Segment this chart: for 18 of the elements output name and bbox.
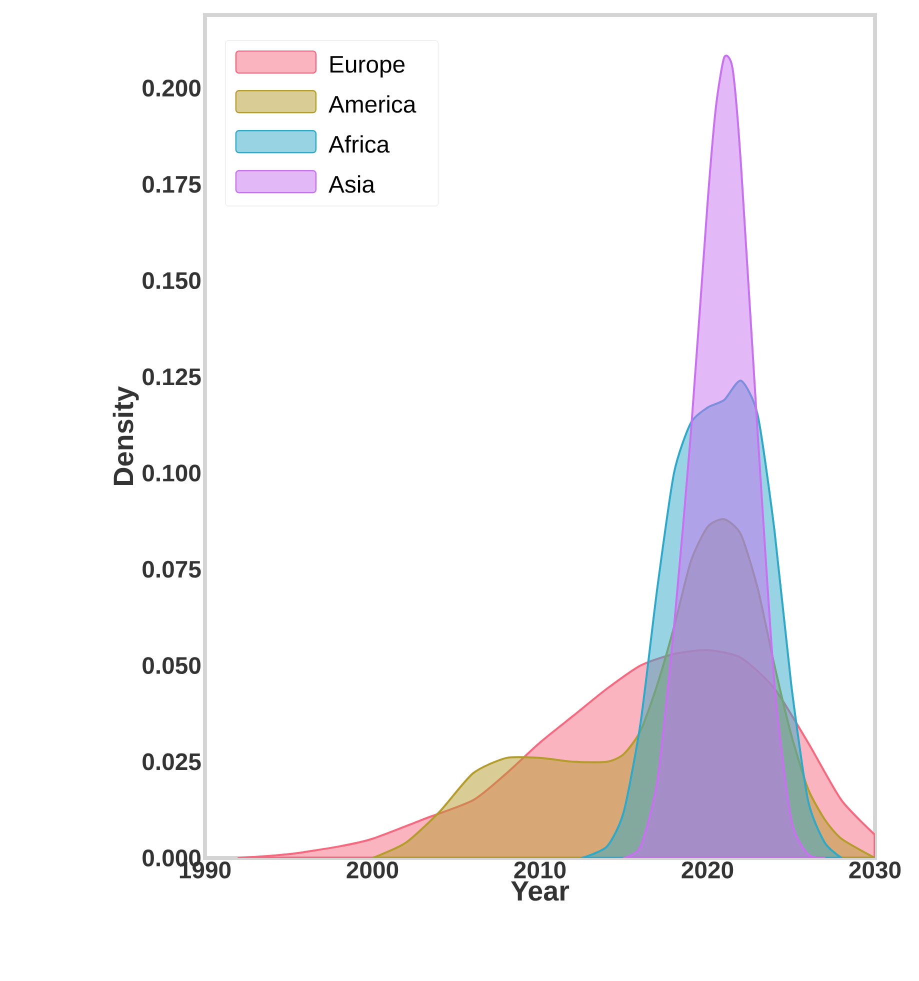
legend-label: Africa bbox=[328, 135, 390, 153]
y-tick-label: 0.050 bbox=[142, 657, 200, 674]
x-tick-label: 2010 bbox=[514, 862, 566, 878]
x-tick-label: 2020 bbox=[682, 862, 734, 878]
x-tick-label: 2000 bbox=[346, 862, 398, 878]
y-tick-label: 0.100 bbox=[142, 464, 200, 482]
y-tick-label: 0.200 bbox=[142, 80, 200, 97]
y-tick-label: 0.075 bbox=[142, 560, 201, 578]
legend-label: Asia bbox=[328, 175, 376, 193]
y-tick-label: 0.025 bbox=[142, 753, 201, 770]
y-tick-label: 0.125 bbox=[142, 368, 201, 386]
y-tick-label: 0.175 bbox=[142, 176, 201, 193]
y-axis-title: Density bbox=[112, 386, 139, 486]
legend-label: America bbox=[328, 95, 416, 113]
legend-label: Europe bbox=[330, 56, 405, 78]
y-tick-label: 0.150 bbox=[142, 272, 200, 290]
x-tick-label: 2030 bbox=[849, 862, 901, 878]
x-axis-title: Year bbox=[511, 881, 570, 901]
